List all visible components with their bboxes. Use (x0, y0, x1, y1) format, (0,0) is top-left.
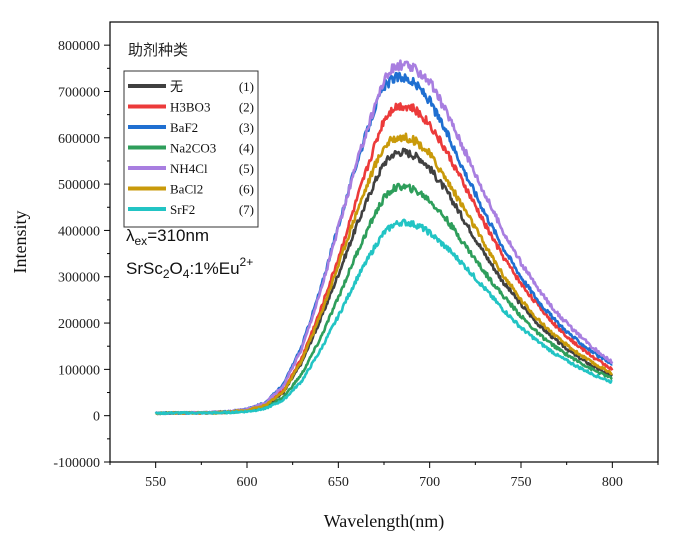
formula-annotation: SrSc2O4:1%Eu2+ (126, 255, 253, 281)
x-tick-label: 600 (237, 475, 258, 490)
excitation-annotation: λex=310nm (126, 226, 209, 248)
x-axis: 550 600 650 700 750 800 (109, 462, 659, 490)
legend: 助剂种类 无 (1) H3BO3 (2) BaF2 (3) Na2CO3 (4) NH4Cl (5… (123, 41, 259, 228)
legend-tag: (3) (239, 120, 254, 135)
legend-title: 助剂种类 (128, 41, 188, 59)
y-tick-label: 200000 (58, 317, 100, 332)
y-tick-label: -100000 (53, 456, 100, 471)
legend-tag: (6) (239, 182, 254, 197)
x-tick-label: 750 (511, 475, 532, 490)
formula-superscript: 2+ (240, 255, 254, 269)
legend-label: H3BO3 (170, 100, 210, 115)
y-tick-label: 600000 (58, 132, 100, 147)
formula-part-3: :1%Eu (189, 259, 239, 278)
series-layer (154, 59, 614, 416)
legend-tag: (4) (239, 141, 254, 156)
y-tick-label: 100000 (58, 363, 100, 378)
y-tick-label: 700000 (58, 85, 100, 100)
y-tick-label: 0 (93, 410, 100, 425)
lambda-symbol: λ (126, 226, 135, 245)
legend-label: BaCl2 (170, 182, 203, 197)
formula-part-2: O (170, 259, 183, 278)
legend-label: SrF2 (170, 202, 195, 217)
y-tick-label: 400000 (58, 224, 100, 239)
legend-label: BaF2 (170, 120, 198, 135)
y-tick-label: 500000 (58, 178, 100, 193)
formula-part-1: SrSc (126, 259, 163, 278)
formula-sub-2: 4 (183, 267, 190, 281)
legend-tag: (5) (239, 161, 254, 176)
legend-label: NH4Cl (170, 161, 208, 176)
legend-tag: (7) (239, 202, 254, 217)
legend-entries: 无 (1) H3BO3 (2) BaF2 (3) Na2CO3 (4) NH4Cl (5) BaCl… (128, 79, 254, 217)
x-tick-label: 800 (602, 475, 623, 490)
legend-label: 无 (170, 79, 183, 94)
legend-tag: (1) (239, 79, 254, 94)
excitation-subscript: ex (135, 234, 148, 248)
formula-sub-1: 2 (163, 267, 170, 281)
y-axis: -100000 0 100000 200000 300000 400000 500000 60… (53, 39, 110, 471)
y-axis-title: Intensity (10, 211, 30, 274)
y-tick-label: 300000 (58, 271, 100, 286)
x-axis-title: Wavelength(nm) (324, 511, 445, 532)
series-line-7 (154, 218, 613, 416)
y-tick-label: 800000 (58, 39, 100, 54)
legend-label: Na2CO3 (170, 141, 216, 156)
legend-tag: (2) (239, 100, 254, 115)
x-tick-label: 650 (328, 475, 349, 490)
excitation-value: =310nm (147, 226, 209, 245)
x-tick-label: 550 (145, 475, 166, 490)
x-tick-label: 700 (419, 475, 440, 490)
